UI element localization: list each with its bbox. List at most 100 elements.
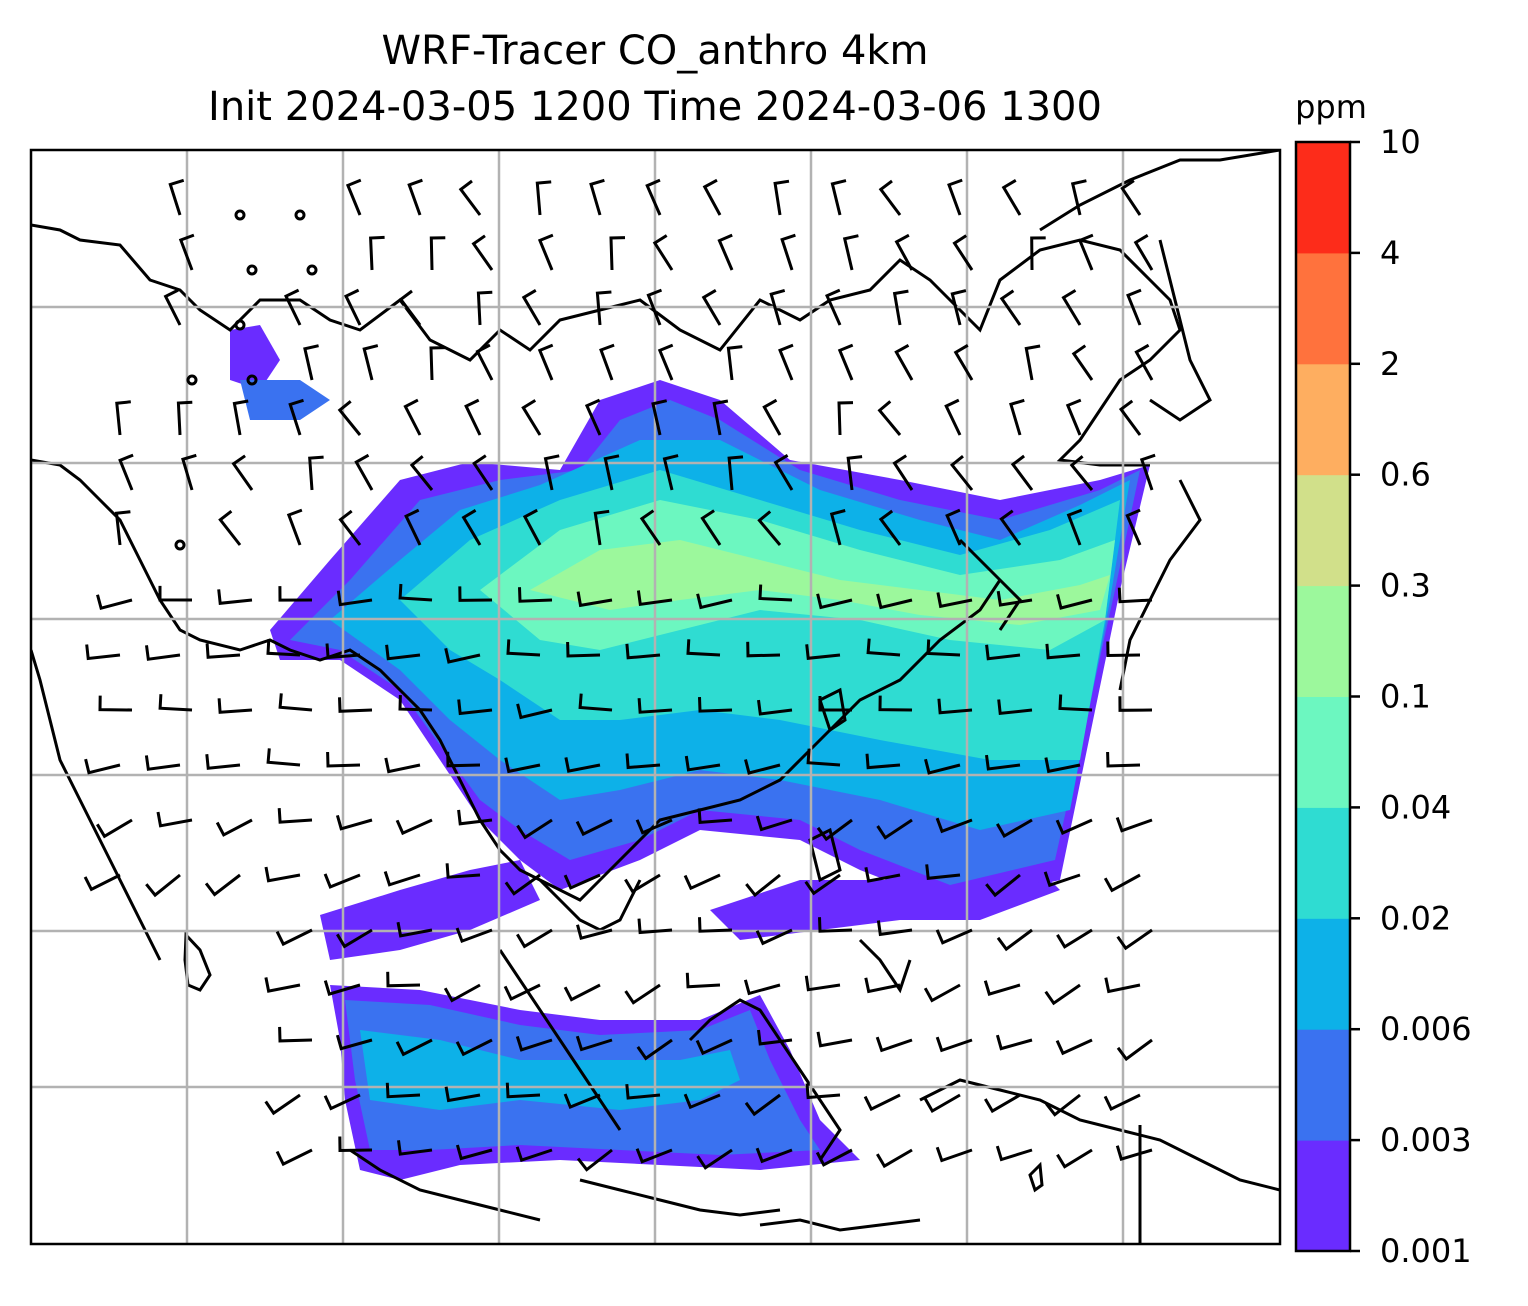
- wind-barb: [769, 288, 786, 326]
- wind-barb: [818, 917, 853, 933]
- wind-barb: [1024, 344, 1041, 381]
- wind-barb: [156, 811, 193, 828]
- wind-barb: [1061, 289, 1082, 326]
- wind-barb: [837, 343, 854, 381]
- wind-barb: [985, 754, 1021, 771]
- wind-barb: [1056, 928, 1093, 949]
- wind-barb: [85, 644, 121, 661]
- wind-barb: [168, 178, 185, 216]
- wind-barb: [404, 508, 422, 546]
- colorbar-tick-label: 0.6: [1380, 456, 1431, 494]
- wind-barb: [461, 509, 482, 546]
- wind-barb: [1001, 179, 1022, 216]
- wind-barb: [84, 758, 121, 775]
- colorbar-tick-label: 0.1: [1380, 678, 1431, 716]
- wind-barb: [1120, 179, 1142, 216]
- wind-barb: [944, 398, 962, 436]
- wind-barb: [818, 696, 852, 712]
- wind-barb: [876, 1148, 913, 1169]
- wind-barb: [522, 508, 542, 546]
- wind-barb: [1118, 696, 1153, 712]
- wind-barb: [429, 236, 446, 271]
- wind-barb: [515, 1146, 553, 1162]
- wind-barb: [205, 754, 241, 770]
- wind-barb: [815, 1148, 853, 1167]
- wind-barb: [1058, 694, 1093, 712]
- colorbar-tick-label: 0.006: [1380, 1010, 1472, 1048]
- wind-barb: [876, 593, 913, 610]
- colorbar-tick-label: 2: [1380, 345, 1400, 383]
- wind-barb: [999, 509, 1022, 546]
- wind-barb: [114, 510, 131, 546]
- wind-barb: [645, 178, 662, 216]
- wind-barb: [144, 755, 181, 771]
- wind-barb: [338, 1136, 373, 1153]
- wind-barb: [1066, 508, 1083, 546]
- colorbar-tick-label: 10: [1380, 123, 1421, 161]
- wind-barb: [996, 590, 1033, 607]
- wind-barb: [984, 1093, 1021, 1114]
- wind-barb: [780, 233, 796, 271]
- wind-barb: [232, 399, 249, 436]
- wind-barb: [1115, 816, 1153, 833]
- wind-barb: [403, 398, 422, 436]
- wind-barb: [398, 695, 433, 712]
- wind-barb: [455, 1038, 493, 1057]
- wind-barb: [1103, 873, 1141, 893]
- wind-barb: [1115, 1145, 1153, 1161]
- colorbar-segment: [1296, 1029, 1350, 1141]
- wind-barb: [205, 643, 241, 659]
- wind-barb: [178, 233, 195, 271]
- wind-barb: [744, 759, 781, 775]
- map-title-line1: WRF-Tracer CO_anthro 4km: [381, 28, 929, 74]
- wind-barb: [947, 178, 963, 216]
- wind-barb: [935, 928, 973, 945]
- wind-barb: [995, 1145, 1033, 1162]
- wind-barb: [506, 639, 541, 657]
- wind-barb: [1104, 977, 1141, 994]
- wind-barb: [505, 1082, 541, 1099]
- wind-barb: [635, 1148, 673, 1164]
- wind-barb: [697, 808, 733, 825]
- calm-wind-marker: [306, 264, 318, 276]
- wind-barb: [949, 455, 974, 491]
- wind-barb: [455, 927, 493, 944]
- wind-barb: [757, 1029, 793, 1046]
- wind-barb: [535, 180, 552, 216]
- wind-barb: [712, 399, 729, 436]
- wind-barb: [1103, 1093, 1141, 1112]
- wind-barb: [684, 755, 721, 772]
- wind-barb: [877, 400, 902, 436]
- wind-barb: [686, 639, 721, 657]
- wind-barb: [755, 1147, 793, 1164]
- wind-barb: [701, 289, 722, 326]
- wind-barb: [924, 758, 961, 775]
- wind-barb: [1117, 587, 1153, 604]
- wind-barb: [516, 703, 553, 720]
- colorbar-tick-label: 0.001: [1380, 1232, 1472, 1270]
- wind-barb: [398, 289, 422, 326]
- wind-barb: [163, 288, 182, 326]
- wind-barb: [218, 510, 242, 546]
- colorbar-tick-label: 0.003: [1380, 1121, 1472, 1159]
- wind-barb: [745, 873, 781, 898]
- wind-barb: [603, 454, 620, 491]
- wind-barb: [878, 509, 902, 546]
- wind-barb: [816, 593, 853, 610]
- wind-barb: [217, 698, 253, 714]
- wind-barb: [995, 1034, 1033, 1051]
- wind-barb: [303, 344, 319, 381]
- wind-barb: [277, 808, 313, 824]
- wind-barb: [323, 1093, 361, 1111]
- wind-barb: [637, 918, 673, 935]
- wind-barb: [894, 233, 914, 271]
- wind-barb: [563, 873, 601, 890]
- wind-barb: [145, 645, 181, 661]
- wind-barb: [115, 400, 131, 436]
- wind-barb: [698, 697, 733, 713]
- colorbar-tick-label: 0.04: [1380, 788, 1451, 826]
- wind-barb: [609, 236, 626, 271]
- tracer-field: [230, 325, 1150, 1180]
- wind-barb: [804, 975, 841, 992]
- wind-barb: [1070, 179, 1087, 216]
